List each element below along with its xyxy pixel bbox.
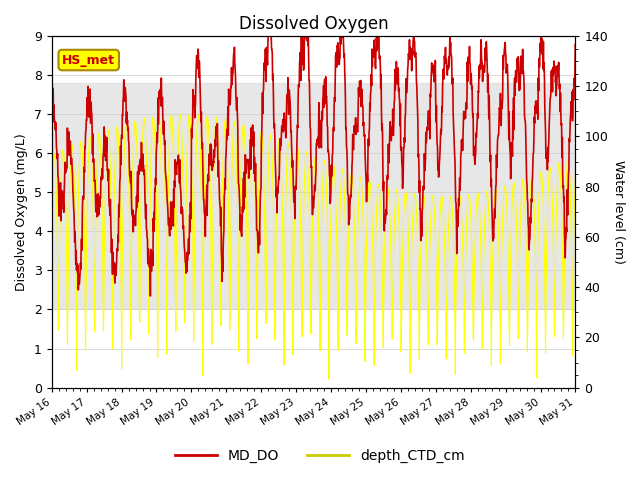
Y-axis label: Water level (cm): Water level (cm) [612,160,625,264]
Legend: MD_DO, depth_CTD_cm: MD_DO, depth_CTD_cm [170,443,470,468]
Title: Dissolved Oxygen: Dissolved Oxygen [239,15,388,33]
Bar [52,83,575,310]
Y-axis label: Dissolved Oxygen (mg/L): Dissolved Oxygen (mg/L) [15,133,29,291]
Text: HS_met: HS_met [62,54,115,67]
